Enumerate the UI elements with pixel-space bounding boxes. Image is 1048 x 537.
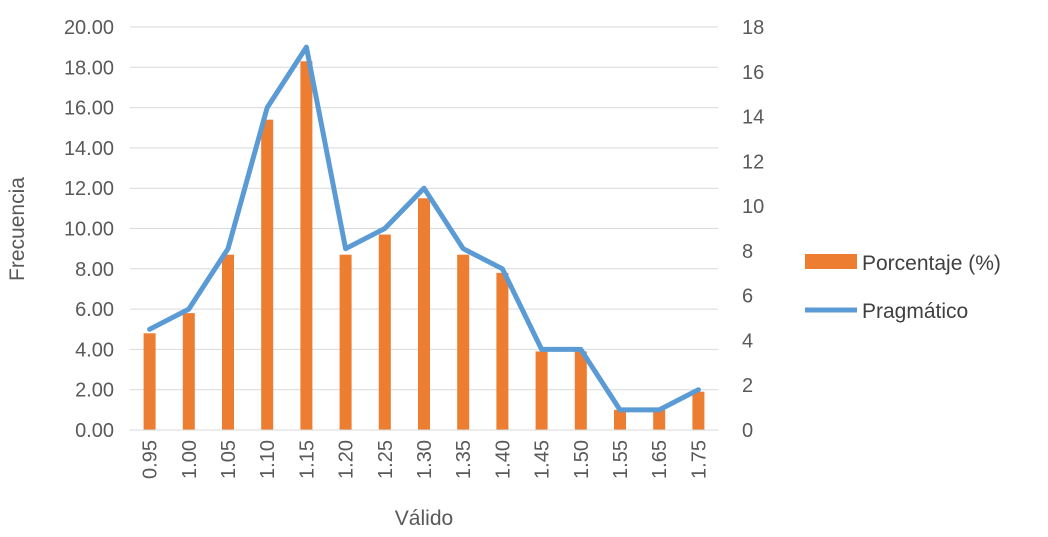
x-axis-ticks: 0.95 1.00 1.05 1.10 1.15 1.20 1.25 1.30 1.35 1.40…	[140, 440, 711, 479]
bar	[496, 272, 509, 430]
x-tick-label: 1.45	[532, 440, 554, 479]
y2-tick-label: 18	[742, 17, 764, 39]
y-tick-label: 12.00	[64, 178, 114, 200]
y-tick-label: 8.00	[75, 259, 114, 281]
x-tick-label: 1.50	[571, 440, 593, 479]
y2-tick-label: 6	[742, 286, 753, 308]
y-tick-label: 4.00	[75, 339, 114, 361]
bar-series-porcentaje	[143, 61, 705, 430]
bar	[574, 351, 587, 430]
legend-label-porcentaje: Porcentaje (%)	[862, 252, 1001, 275]
x-tick-label: 1.10	[257, 440, 279, 479]
y2-tick-label: 0	[742, 420, 753, 442]
y-axis-right-ticks: 0 2 4 6 8 10 12 14 16 18	[742, 17, 764, 442]
x-tick-label: 1.00	[179, 440, 201, 479]
y2-tick-label: 8	[742, 241, 753, 263]
x-tick-label: 1.05	[218, 440, 240, 479]
x-tick-label: 1.20	[336, 440, 358, 479]
y2-tick-label: 14	[742, 107, 764, 129]
y2-tick-label: 12	[742, 151, 764, 173]
x-tick-label: 1.25	[375, 440, 397, 479]
x-tick-label: 1.55	[610, 440, 632, 479]
bar	[300, 61, 313, 430]
y-tick-label: 18.00	[64, 57, 114, 79]
bar	[614, 409, 626, 430]
y2-tick-label: 4	[742, 330, 753, 352]
bar	[182, 313, 195, 430]
bar	[692, 391, 705, 430]
bar	[535, 351, 548, 430]
x-tick-label: 1.65	[649, 440, 671, 479]
bar	[222, 254, 234, 430]
legend-swatch-porcentaje	[805, 254, 857, 269]
x-tick-label: 0.95	[140, 440, 162, 479]
x-tick-label: 1.15	[296, 440, 318, 479]
y-axis-left-ticks: 0.00 2.00 4.00 6.00 8.00 10.00 12.00 14.00 16.00…	[64, 17, 114, 442]
y-tick-label: 14.00	[64, 138, 114, 160]
y-tick-label: 2.00	[75, 380, 114, 402]
y-axis-title: Frecuencia	[6, 177, 29, 281]
x-tick-label: 1.40	[492, 440, 514, 479]
bar	[378, 234, 391, 430]
x-axis-title: Válido	[395, 507, 453, 530]
bar	[418, 198, 430, 430]
y2-tick-label: 16	[742, 62, 764, 84]
line-series-pragmatico	[147, 44, 701, 413]
bar	[143, 333, 156, 430]
x-tick-label: 1.75	[688, 440, 710, 479]
legend: Porcentaje (%) Pragmático	[805, 252, 1001, 323]
legend-label-pragmatico: Pragmático	[862, 300, 968, 323]
y-tick-label: 0.00	[75, 420, 114, 442]
bar	[457, 254, 470, 430]
y-tick-label: 20.00	[64, 17, 114, 39]
y2-tick-label: 2	[742, 375, 753, 397]
bar	[261, 119, 274, 430]
bar	[653, 409, 666, 430]
y2-tick-label: 10	[742, 196, 764, 218]
bar	[339, 254, 352, 430]
series-line	[147, 44, 701, 413]
x-tick-label: 1.30	[414, 440, 436, 479]
y-tick-label: 16.00	[64, 98, 114, 120]
x-tick-label: 1.35	[453, 440, 475, 479]
y-tick-label: 6.00	[75, 299, 114, 321]
y-tick-label: 10.00	[64, 219, 114, 241]
